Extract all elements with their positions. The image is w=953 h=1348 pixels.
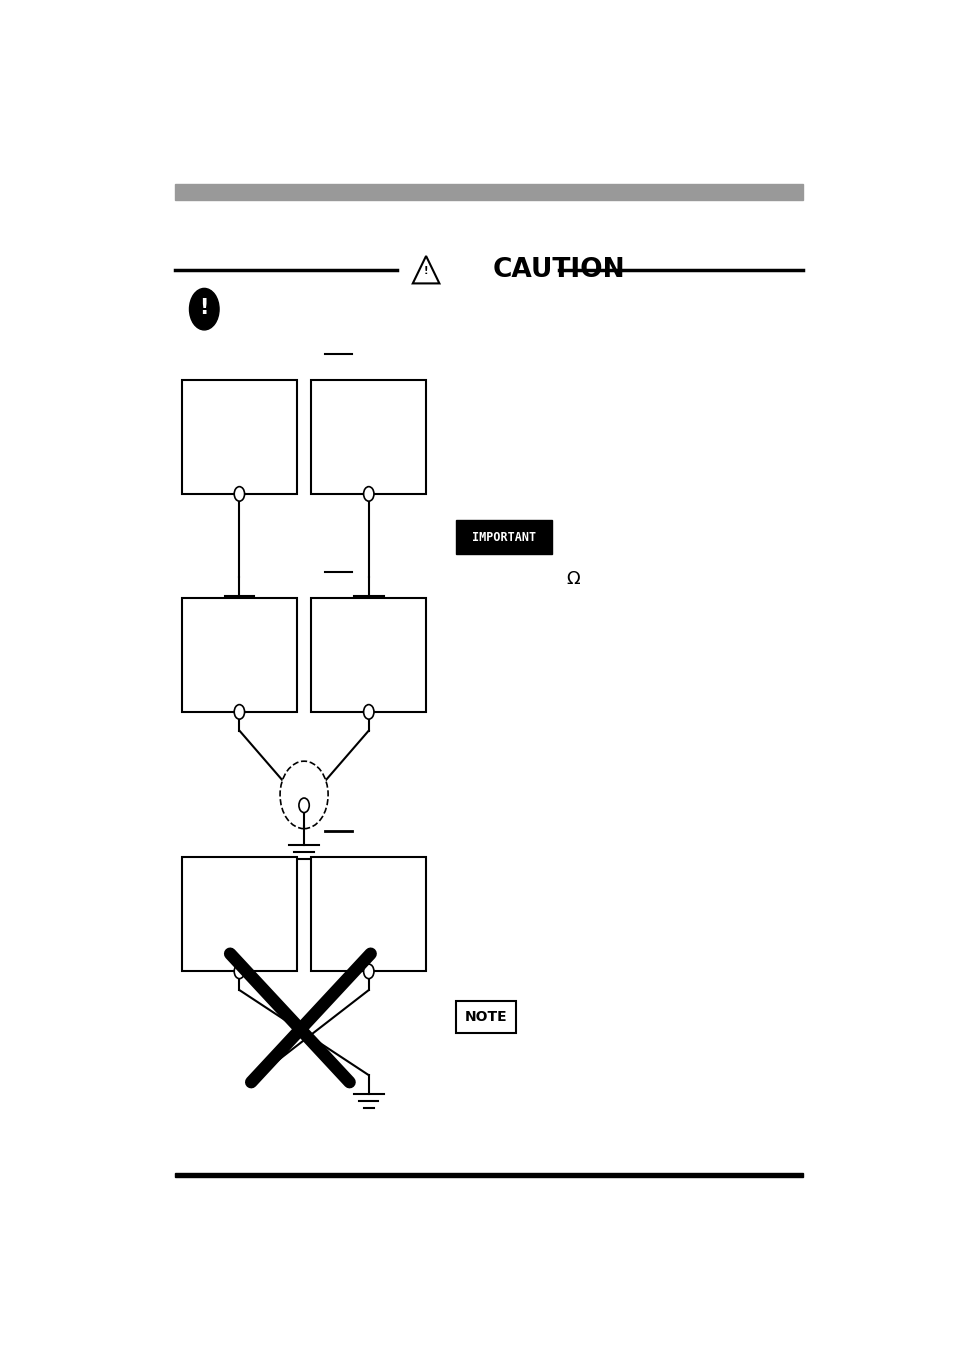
Polygon shape — [413, 256, 439, 283]
Text: Ω: Ω — [566, 570, 579, 588]
Bar — [174, 183, 802, 200]
Text: NOTE: NOTE — [464, 1010, 507, 1024]
Circle shape — [190, 288, 219, 330]
Circle shape — [234, 964, 244, 979]
Circle shape — [234, 705, 244, 718]
Bar — [311, 380, 426, 493]
Circle shape — [363, 487, 374, 501]
Text: !: ! — [199, 298, 209, 318]
Bar — [182, 380, 296, 493]
Text: CAUTION: CAUTION — [492, 256, 624, 283]
Bar — [311, 597, 426, 712]
Circle shape — [363, 964, 374, 979]
Ellipse shape — [280, 762, 328, 829]
Text: IMPORTANT: IMPORTANT — [471, 531, 536, 545]
Bar — [182, 597, 296, 712]
Circle shape — [234, 487, 244, 501]
Circle shape — [298, 798, 309, 813]
Bar — [311, 857, 426, 972]
Bar — [174, 1173, 802, 1177]
Bar — [456, 520, 551, 554]
Text: !: ! — [423, 266, 428, 276]
Bar — [182, 857, 296, 972]
Bar — [456, 1002, 516, 1033]
Circle shape — [363, 705, 374, 718]
